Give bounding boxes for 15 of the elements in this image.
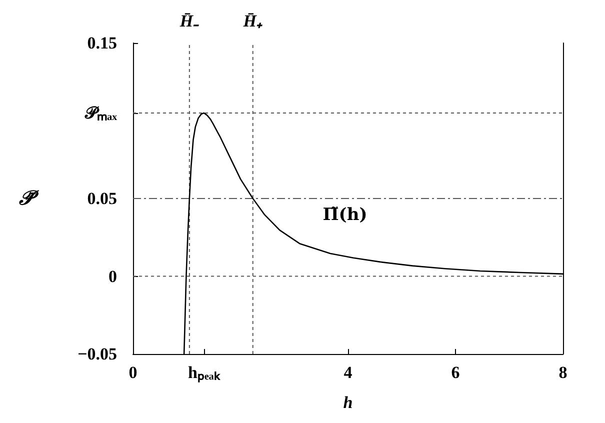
y-axis-title: 𝒫̄ [18, 188, 39, 210]
y-tick-label: 𝒫ₘₐₓ [84, 103, 118, 122]
x-tick-label: 6 [451, 363, 460, 382]
x-tick-label: 4 [344, 363, 353, 382]
ref-line-label: H̄₋ [178, 12, 200, 30]
x-tick-label: 0 [128, 363, 138, 382]
x-tick-label: hₚₑₐₖ [188, 363, 221, 383]
y-tick-label: −0.05 [78, 344, 117, 364]
y-tick-label: 0 [108, 266, 117, 286]
x-axis-title: h [343, 393, 353, 412]
annotation: Π̃(h) [322, 205, 368, 225]
ref-line-label: H̄₊ [242, 12, 262, 30]
y-tick-label: 0.05 [87, 189, 117, 208]
x-tick-label: 8 [558, 363, 568, 382]
y-tick-label: 0.15 [87, 34, 117, 52]
